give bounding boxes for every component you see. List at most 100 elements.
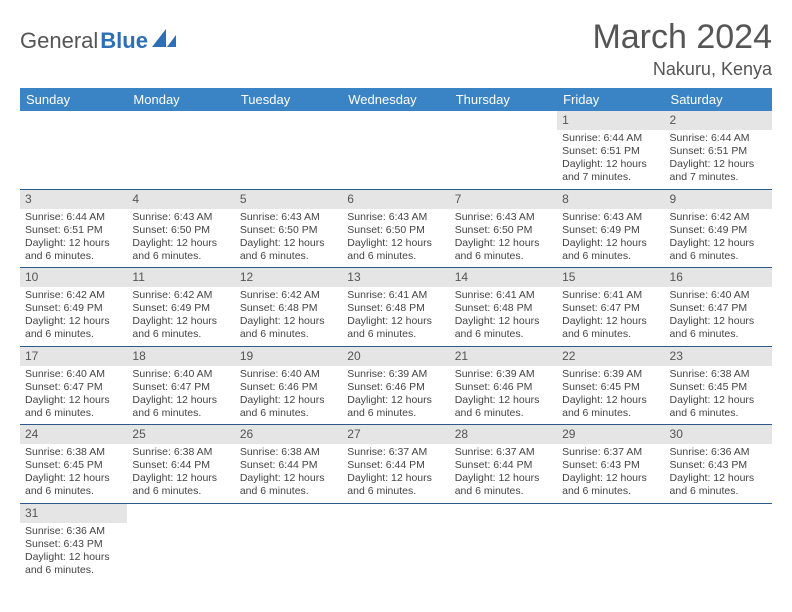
day-number: 25 — [127, 425, 234, 444]
calendar-cell: 7Sunrise: 6:43 AMSunset: 6:50 PMDaylight… — [450, 189, 557, 268]
sunset-line: Sunset: 6:51 PM — [670, 145, 767, 158]
day-details: Sunrise: 6:38 AMSunset: 6:44 PMDaylight:… — [127, 444, 234, 503]
sunrise-line: Sunrise: 6:36 AM — [670, 446, 767, 459]
calendar-row: 24Sunrise: 6:38 AMSunset: 6:45 PMDayligh… — [20, 425, 772, 504]
sunset-line: Sunset: 6:47 PM — [25, 381, 122, 394]
day-details: Sunrise: 6:42 AMSunset: 6:49 PMDaylight:… — [127, 287, 234, 346]
day-details: Sunrise: 6:38 AMSunset: 6:45 PMDaylight:… — [20, 444, 127, 503]
calendar-cell: 16Sunrise: 6:40 AMSunset: 6:47 PMDayligh… — [665, 268, 772, 347]
calendar-cell: .. — [127, 503, 234, 581]
day-details: Sunrise: 6:40 AMSunset: 6:47 PMDaylight:… — [665, 287, 772, 346]
day-details: Sunrise: 6:39 AMSunset: 6:46 PMDaylight:… — [342, 366, 449, 425]
sunrise-line: Sunrise: 6:37 AM — [562, 446, 659, 459]
sunrise-line: Sunrise: 6:38 AM — [132, 446, 229, 459]
calendar-cell: 6Sunrise: 6:43 AMSunset: 6:50 PMDaylight… — [342, 189, 449, 268]
daylight-line: Daylight: 12 hours and 6 minutes. — [25, 237, 122, 263]
day-details: Sunrise: 6:43 AMSunset: 6:50 PMDaylight:… — [127, 209, 234, 268]
sunset-line: Sunset: 6:46 PM — [455, 381, 552, 394]
calendar-cell: 29Sunrise: 6:37 AMSunset: 6:43 PMDayligh… — [557, 425, 664, 504]
day-details: Sunrise: 6:41 AMSunset: 6:47 PMDaylight:… — [557, 287, 664, 346]
sunset-line: Sunset: 6:43 PM — [670, 459, 767, 472]
day-details: Sunrise: 6:42 AMSunset: 6:49 PMDaylight:… — [20, 287, 127, 346]
sunset-line: Sunset: 6:50 PM — [240, 224, 337, 237]
sunrise-line: Sunrise: 6:41 AM — [455, 289, 552, 302]
sunrise-line: Sunrise: 6:44 AM — [670, 132, 767, 145]
daylight-line: Daylight: 12 hours and 6 minutes. — [132, 315, 229, 341]
calendar-cell: 12Sunrise: 6:42 AMSunset: 6:48 PMDayligh… — [235, 268, 342, 347]
sunset-line: Sunset: 6:44 PM — [347, 459, 444, 472]
day-number: 1 — [557, 111, 664, 130]
daylight-line: Daylight: 12 hours and 6 minutes. — [25, 472, 122, 498]
day-number: 4 — [127, 190, 234, 209]
day-details: Sunrise: 6:42 AMSunset: 6:49 PMDaylight:… — [665, 209, 772, 268]
daylight-line: Daylight: 12 hours and 6 minutes. — [562, 315, 659, 341]
daylight-line: Daylight: 12 hours and 6 minutes. — [347, 472, 444, 498]
sunset-line: Sunset: 6:45 PM — [25, 459, 122, 472]
daylight-line: Daylight: 12 hours and 6 minutes. — [132, 472, 229, 498]
calendar-cell: 31Sunrise: 6:36 AMSunset: 6:43 PMDayligh… — [20, 503, 127, 581]
day-details: Sunrise: 6:36 AMSunset: 6:43 PMDaylight:… — [20, 523, 127, 582]
calendar-cell: 10Sunrise: 6:42 AMSunset: 6:49 PMDayligh… — [20, 268, 127, 347]
sunset-line: Sunset: 6:49 PM — [132, 302, 229, 315]
calendar-row: 17Sunrise: 6:40 AMSunset: 6:47 PMDayligh… — [20, 346, 772, 425]
day-number: 24 — [20, 425, 127, 444]
weekday-header: Thursday — [450, 88, 557, 111]
sunset-line: Sunset: 6:49 PM — [562, 224, 659, 237]
day-number: 30 — [665, 425, 772, 444]
daylight-line: Daylight: 12 hours and 6 minutes. — [670, 472, 767, 498]
day-number: 7 — [450, 190, 557, 209]
weekday-header: Monday — [127, 88, 234, 111]
calendar-cell: .. — [235, 503, 342, 581]
weekday-header: Sunday — [20, 88, 127, 111]
calendar-cell: 11Sunrise: 6:42 AMSunset: 6:49 PMDayligh… — [127, 268, 234, 347]
logo: GeneralBlue — [20, 18, 178, 54]
day-number: 3 — [20, 190, 127, 209]
day-details: Sunrise: 6:44 AMSunset: 6:51 PMDaylight:… — [665, 130, 772, 189]
daylight-line: Daylight: 12 hours and 6 minutes. — [132, 237, 229, 263]
calendar-cell: 14Sunrise: 6:41 AMSunset: 6:48 PMDayligh… — [450, 268, 557, 347]
daylight-line: Daylight: 12 hours and 6 minutes. — [562, 472, 659, 498]
sunset-line: Sunset: 6:43 PM — [25, 538, 122, 551]
sunrise-line: Sunrise: 6:42 AM — [132, 289, 229, 302]
day-details: Sunrise: 6:37 AMSunset: 6:44 PMDaylight:… — [450, 444, 557, 503]
sunrise-line: Sunrise: 6:39 AM — [562, 368, 659, 381]
day-number: 12 — [235, 268, 342, 287]
sunset-line: Sunset: 6:44 PM — [132, 459, 229, 472]
daylight-line: Daylight: 12 hours and 6 minutes. — [25, 315, 122, 341]
day-number: 10 — [20, 268, 127, 287]
daylight-line: Daylight: 12 hours and 6 minutes. — [132, 394, 229, 420]
day-details: Sunrise: 6:41 AMSunset: 6:48 PMDaylight:… — [342, 287, 449, 346]
daylight-line: Daylight: 12 hours and 6 minutes. — [240, 394, 337, 420]
day-number: 14 — [450, 268, 557, 287]
day-details: Sunrise: 6:43 AMSunset: 6:50 PMDaylight:… — [342, 209, 449, 268]
sunset-line: Sunset: 6:49 PM — [670, 224, 767, 237]
sunset-line: Sunset: 6:49 PM — [25, 302, 122, 315]
sunset-line: Sunset: 6:50 PM — [347, 224, 444, 237]
sunset-line: Sunset: 6:44 PM — [455, 459, 552, 472]
sunset-line: Sunset: 6:46 PM — [240, 381, 337, 394]
day-number: 27 — [342, 425, 449, 444]
sunrise-line: Sunrise: 6:43 AM — [562, 211, 659, 224]
sail-icon — [152, 29, 178, 54]
day-number: 23 — [665, 347, 772, 366]
calendar-cell: 17Sunrise: 6:40 AMSunset: 6:47 PMDayligh… — [20, 346, 127, 425]
sunset-line: Sunset: 6:45 PM — [562, 381, 659, 394]
day-number: 9 — [665, 190, 772, 209]
calendar-cell: 25Sunrise: 6:38 AMSunset: 6:44 PMDayligh… — [127, 425, 234, 504]
sunrise-line: Sunrise: 6:40 AM — [132, 368, 229, 381]
day-number: 19 — [235, 347, 342, 366]
calendar-row: ..........1Sunrise: 6:44 AMSunset: 6:51 … — [20, 111, 772, 189]
sunset-line: Sunset: 6:48 PM — [347, 302, 444, 315]
daylight-line: Daylight: 12 hours and 7 minutes. — [562, 158, 659, 184]
day-details: Sunrise: 6:42 AMSunset: 6:48 PMDaylight:… — [235, 287, 342, 346]
sunset-line: Sunset: 6:48 PM — [240, 302, 337, 315]
calendar-cell: 22Sunrise: 6:39 AMSunset: 6:45 PMDayligh… — [557, 346, 664, 425]
calendar-cell: .. — [342, 503, 449, 581]
day-details: Sunrise: 6:44 AMSunset: 6:51 PMDaylight:… — [20, 209, 127, 268]
location-title: Nakuru, Kenya — [592, 59, 772, 80]
calendar-cell: 27Sunrise: 6:37 AMSunset: 6:44 PMDayligh… — [342, 425, 449, 504]
weekday-header: Tuesday — [235, 88, 342, 111]
sunset-line: Sunset: 6:51 PM — [562, 145, 659, 158]
sunset-line: Sunset: 6:47 PM — [562, 302, 659, 315]
day-number: 8 — [557, 190, 664, 209]
